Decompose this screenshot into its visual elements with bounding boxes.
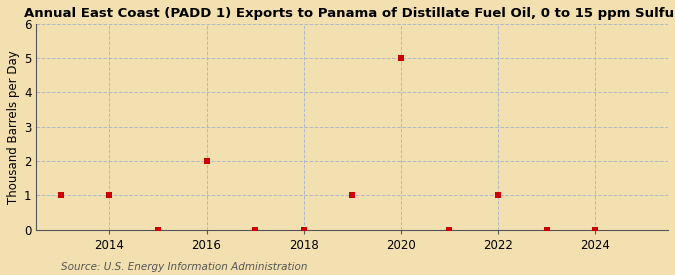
Point — [347, 193, 358, 197]
Point — [396, 56, 406, 60]
Text: Source: U.S. Energy Information Administration: Source: U.S. Energy Information Administ… — [61, 262, 307, 272]
Point — [201, 159, 212, 163]
Point — [541, 227, 552, 232]
Point — [298, 227, 309, 232]
Y-axis label: Thousand Barrels per Day: Thousand Barrels per Day — [7, 50, 20, 204]
Point — [590, 227, 601, 232]
Point — [493, 193, 504, 197]
Title: Annual East Coast (PADD 1) Exports to Panama of Distillate Fuel Oil, 0 to 15 ppm: Annual East Coast (PADD 1) Exports to Pa… — [24, 7, 675, 20]
Point — [55, 193, 66, 197]
Point — [104, 193, 115, 197]
Point — [250, 227, 261, 232]
Point — [444, 227, 455, 232]
Point — [153, 227, 163, 232]
